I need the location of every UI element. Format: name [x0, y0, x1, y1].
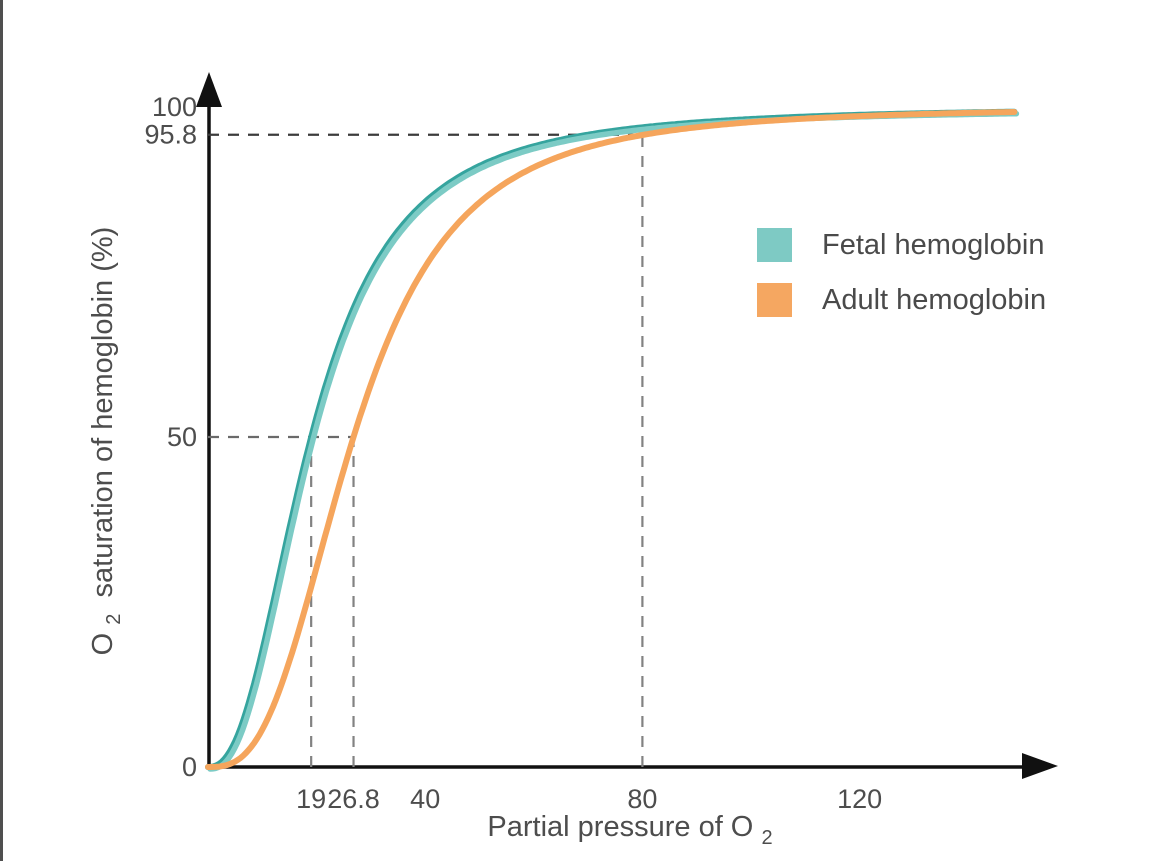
- x-axis-label-subscript: 2: [761, 827, 772, 849]
- y-axis-label-o: O: [87, 633, 119, 656]
- x-tick-40: 40: [410, 784, 440, 814]
- x-axis-label: Partial pressure of O 2: [487, 811, 772, 849]
- curve-adult-hemoglobin: [205, 109, 1018, 770]
- x-tick-80: 80: [627, 784, 657, 814]
- legend-swatch-adult: [757, 283, 792, 317]
- guides: [208, 133, 644, 767]
- curves: [205, 108, 1020, 772]
- x-tick-19: 19: [296, 784, 326, 814]
- curve-fetal-hemoglobin: [207, 110, 1020, 772]
- y-tick-100: 100: [152, 92, 197, 122]
- curve-fetal-hemoglobin-edge: [205, 108, 1018, 770]
- legend-swatch-fetal: [757, 228, 792, 262]
- y-axis-label: O 2 saturation of hemoglobin (%): [87, 227, 127, 656]
- legend-label-adult: Adult hemoglobin: [822, 284, 1046, 316]
- legend: Fetal hemoglobin Adult hemoglobin: [757, 228, 1046, 317]
- x-axis-arrow-icon: [1022, 753, 1058, 779]
- y-tick-50: 50: [167, 422, 197, 452]
- y-axis-label-text: saturation of hemoglobin (%): [87, 227, 119, 606]
- y-axis-arrow-icon: [196, 72, 222, 107]
- page-left-border: [0, 0, 3, 861]
- y-tick-0: 0: [182, 752, 197, 782]
- x-axis-label-text: Partial pressure of O: [487, 811, 753, 843]
- x-tick-26.8: 26.8: [327, 784, 380, 814]
- y-tick-95.8: 95.8: [144, 120, 197, 150]
- y-axis-label-subscript: 2: [103, 614, 125, 625]
- x-tick-labels: 19 26.8 40 80 120: [296, 784, 882, 814]
- legend-label-fetal: Fetal hemoglobin: [822, 229, 1044, 261]
- x-tick-120: 120: [837, 784, 882, 814]
